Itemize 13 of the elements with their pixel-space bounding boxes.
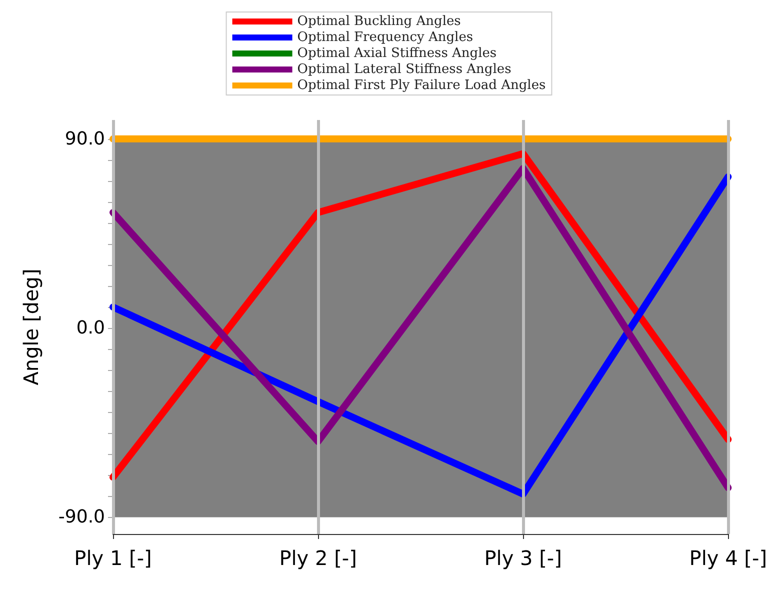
legend-label: Optimal Frequency Angles bbox=[297, 30, 474, 45]
x-tick-label: Ply 3 [-] bbox=[484, 546, 562, 570]
y-tick-label: 0.0 bbox=[76, 318, 105, 339]
y-tick-label: 90.0 bbox=[64, 128, 105, 150]
legend-label: Optimal First Ply Failure Load Angles bbox=[297, 78, 546, 93]
y-tick-label: -90.0 bbox=[58, 506, 105, 528]
x-tick-label: Ply 2 [-] bbox=[279, 546, 357, 570]
x-tick-label: Ply 1 [-] bbox=[74, 546, 152, 570]
legend-label: Optimal Axial Stiffness Angles bbox=[297, 46, 497, 61]
y-axis-title: Angle [deg] bbox=[19, 268, 43, 386]
x-tick-label: Ply 4 [-] bbox=[689, 546, 767, 570]
legend-label: Optimal Lateral Stiffness Angles bbox=[297, 62, 512, 77]
legend-label: Optimal Buckling Angles bbox=[297, 14, 461, 29]
